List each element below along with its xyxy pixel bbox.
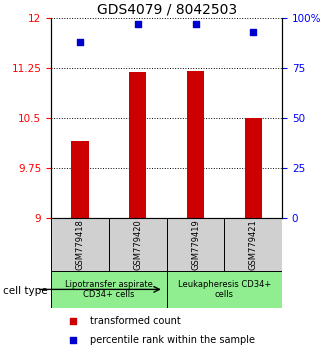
Text: Leukapheresis CD34+
cells: Leukapheresis CD34+ cells	[178, 280, 271, 299]
Bar	[187, 71, 204, 218]
Bar	[109, 218, 167, 271]
Bar	[167, 271, 282, 308]
Text: transformed count: transformed count	[90, 316, 181, 326]
Bar	[51, 218, 109, 271]
Point	[70, 337, 76, 343]
Text: GSM779421: GSM779421	[249, 219, 258, 270]
Title: GDS4079 / 8042503: GDS4079 / 8042503	[97, 2, 237, 17]
Bar	[245, 118, 262, 218]
Point	[193, 21, 198, 27]
Point	[135, 21, 140, 27]
Bar	[51, 271, 167, 308]
Text: cell type: cell type	[3, 286, 48, 296]
Bar	[129, 72, 147, 218]
Point	[70, 318, 76, 324]
Bar	[224, 218, 282, 271]
Text: GSM779419: GSM779419	[191, 219, 200, 270]
Bar	[71, 141, 89, 218]
Point	[251, 29, 256, 35]
Text: GSM779418: GSM779418	[76, 219, 84, 270]
Text: percentile rank within the sample: percentile rank within the sample	[90, 335, 255, 345]
Text: GSM779420: GSM779420	[133, 219, 142, 270]
Point	[77, 39, 82, 45]
Text: Lipotransfer aspirate
CD34+ cells: Lipotransfer aspirate CD34+ cells	[65, 280, 153, 299]
Bar	[167, 218, 224, 271]
